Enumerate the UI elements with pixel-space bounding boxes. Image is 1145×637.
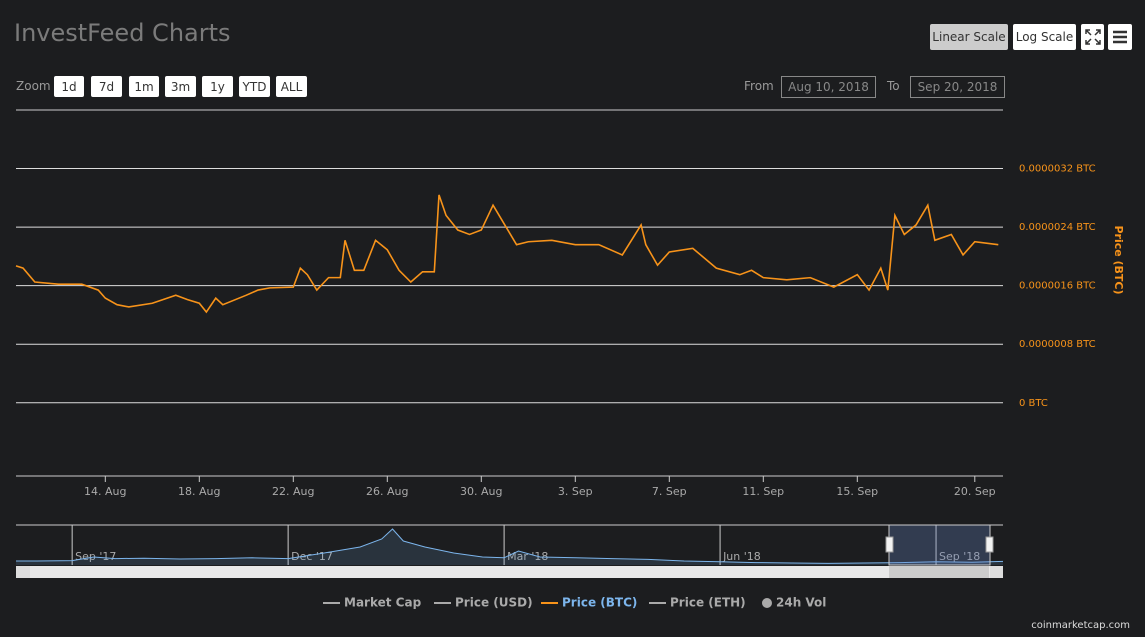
legend-marker bbox=[762, 598, 772, 608]
scrollbar-thumb[interactable] bbox=[889, 566, 989, 578]
scrollbar-left[interactable] bbox=[16, 566, 30, 578]
x-tick-label: 14. Aug bbox=[84, 485, 126, 498]
navigator-line bbox=[16, 528, 1004, 564]
legend-label[interactable]: Price (ETH) bbox=[670, 596, 746, 610]
zoom-button[interactable]: 1y bbox=[202, 76, 233, 97]
x-tick-label: 15. Sep bbox=[836, 485, 878, 498]
zoom-label: Zoom bbox=[16, 79, 51, 93]
legend-label[interactable]: Market Cap bbox=[344, 596, 422, 610]
x-tick-label: 7. Sep bbox=[652, 485, 687, 498]
zoom-button[interactable]: 7d bbox=[91, 76, 122, 97]
y-axis-title: Price (BTC) bbox=[1112, 225, 1125, 294]
navigator-tick-label: Jun '18 bbox=[722, 550, 761, 563]
y-tick-label: 0.0000024 BTC bbox=[1019, 222, 1096, 233]
navigator-handle[interactable] bbox=[985, 536, 994, 553]
navigator-area bbox=[16, 529, 1003, 565]
zoom-button[interactable]: 1d bbox=[54, 76, 84, 97]
x-tick-label: 18. Aug bbox=[178, 485, 220, 498]
x-tick-label: 11. Sep bbox=[742, 485, 784, 498]
legend-label[interactable]: 24h Vol bbox=[776, 596, 826, 610]
x-tick-label: 3. Sep bbox=[558, 485, 593, 498]
from-input[interactable]: Aug 10, 2018 bbox=[781, 76, 876, 98]
x-tick-label: 30. Aug bbox=[460, 485, 502, 498]
menu-icon bbox=[1113, 30, 1127, 44]
y-tick-label: 0 BTC bbox=[1019, 398, 1048, 409]
zoom-button[interactable]: 1m bbox=[129, 76, 159, 97]
legend-label[interactable]: Price (BTC) bbox=[562, 596, 637, 610]
navigator-tick-label: Sep '17 bbox=[75, 550, 116, 563]
x-tick-label: 20. Sep bbox=[954, 485, 996, 498]
x-tick-label: 22. Aug bbox=[272, 485, 314, 498]
scrollbar-track[interactable] bbox=[16, 566, 1003, 578]
price-line bbox=[15, 194, 999, 314]
zoom-button[interactable]: ALL bbox=[276, 76, 307, 97]
to-input[interactable]: Sep 20, 2018 bbox=[910, 76, 1005, 98]
menu-button[interactable] bbox=[1108, 24, 1132, 50]
linear-scale-button[interactable]: Linear Scale bbox=[930, 24, 1008, 50]
navigator-window bbox=[888, 524, 991, 566]
navigator-tick-label: Mar '18 bbox=[507, 550, 548, 563]
from-label: From bbox=[744, 79, 774, 93]
navigator-handle[interactable] bbox=[885, 536, 894, 553]
y-tick-label: 0.0000032 BTC bbox=[1019, 164, 1096, 175]
title: InvestFeed Charts bbox=[14, 19, 231, 47]
fullscreen-button[interactable] bbox=[1081, 24, 1104, 50]
zoom-button[interactable]: 3m bbox=[165, 76, 196, 97]
y-tick-label: 0.0000008 BTC bbox=[1019, 339, 1096, 350]
zoom-button[interactable]: YTD bbox=[239, 76, 270, 97]
legend-label[interactable]: Price (USD) bbox=[455, 596, 533, 610]
navigator-tick-label: Sep '18 bbox=[939, 550, 980, 563]
y-tick-label: 0.0000016 BTC bbox=[1019, 281, 1096, 292]
credit: coinmarketcap.com bbox=[1031, 620, 1130, 631]
fullscreen-icon bbox=[1084, 29, 1101, 45]
to-label: To bbox=[887, 79, 900, 93]
x-tick-label: 26. Aug bbox=[366, 485, 408, 498]
scrollbar-right[interactable] bbox=[990, 566, 1003, 578]
log-scale-button[interactable]: Log Scale bbox=[1013, 24, 1076, 50]
